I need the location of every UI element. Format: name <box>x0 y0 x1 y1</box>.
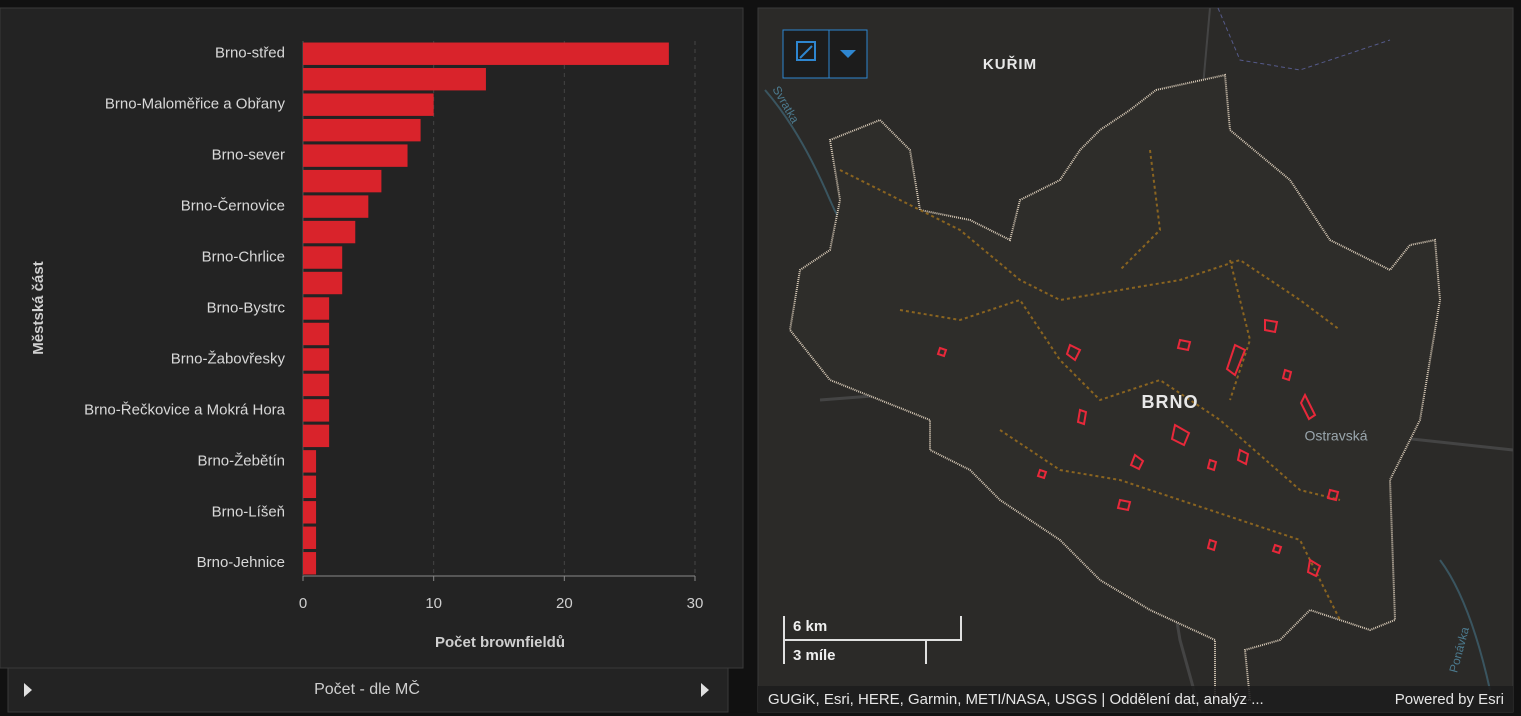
bar <box>303 526 317 549</box>
bar <box>303 169 382 193</box>
toolbar <box>782 29 868 79</box>
tool-dropdown[interactable] <box>840 50 856 58</box>
y-axis-title: Městská část <box>30 261 47 354</box>
y-tick-label: Brno-Žabovřesky <box>171 350 286 367</box>
bar <box>303 42 669 65</box>
road-label: Ostravská <box>1304 428 1367 444</box>
attribution: GUGiK, Esri, HERE, Garmin, METI/NASA, US… <box>768 691 1264 708</box>
scale-label: 6 km <box>793 618 827 635</box>
bar <box>303 118 421 142</box>
prev-button[interactable] <box>24 683 32 697</box>
y-tick-label: Brno-Řečkovice a Mokrá Hora <box>84 401 286 418</box>
bar <box>303 450 317 473</box>
bar <box>303 93 434 116</box>
bar <box>303 297 330 320</box>
y-tick-label: Brno-Černovice <box>181 198 285 215</box>
x-tick-label: 0 <box>299 595 307 612</box>
bar <box>303 246 343 269</box>
footer-title: Počet - dle MČ <box>314 679 420 698</box>
place-label: KUŘIM <box>983 55 1037 73</box>
map: KUŘIM BRNO Ostravská Svratka Ponávka 6 k… <box>757 7 1514 713</box>
bar <box>303 475 317 499</box>
bar <box>303 501 317 524</box>
x-tick-label: 20 <box>556 595 573 612</box>
y-tick-label: Brno-sever <box>212 147 285 164</box>
bar <box>303 399 330 422</box>
city-boundary <box>788 73 1442 701</box>
y-tick-label: Brno-Chrlice <box>202 249 285 266</box>
chart-panel <box>0 7 744 669</box>
y-tick-label: Brno-Žebětín <box>197 452 285 469</box>
bar <box>303 68 486 91</box>
bar <box>303 144 408 167</box>
y-tick-label: Brno-Bystrc <box>207 299 286 316</box>
bar <box>303 195 369 218</box>
bar <box>303 271 343 295</box>
x-axis-title: Počet brownfieldů <box>435 634 565 651</box>
bar <box>303 220 356 244</box>
place-label: BRNO <box>1142 392 1199 412</box>
bar <box>303 322 330 346</box>
bar <box>303 373 330 397</box>
y-tick-label: Brno-střed <box>215 45 285 62</box>
bar-chart: 0 10 20 30 Brno-střed Brno-Maloměřice a Obřan… <box>30 41 703 651</box>
x-tick-label: 30 <box>687 595 704 612</box>
x-tick-label: 10 <box>425 595 442 612</box>
bar <box>303 424 330 448</box>
y-tick-label: Brno-Líšeň <box>212 503 285 520</box>
scale-bar <box>783 616 962 664</box>
scale-label: 3 míle <box>793 647 836 664</box>
bar <box>303 348 330 371</box>
next-button[interactable] <box>701 683 709 697</box>
attribution-bar <box>758 686 1513 712</box>
footer-bar <box>7 667 729 713</box>
river <box>1439 559 1491 691</box>
y-tick-label: Brno-Jehnice <box>197 554 285 571</box>
district-borders <box>839 149 1341 621</box>
bar <box>303 552 317 575</box>
region-border <box>1217 7 1391 71</box>
y-tick-label: Brno-Maloměřice a Obřany <box>105 96 286 113</box>
powered-by[interactable]: Powered by Esri <box>1395 691 1504 708</box>
select-tool[interactable] <box>796 41 816 61</box>
brownfields <box>936 318 1340 578</box>
